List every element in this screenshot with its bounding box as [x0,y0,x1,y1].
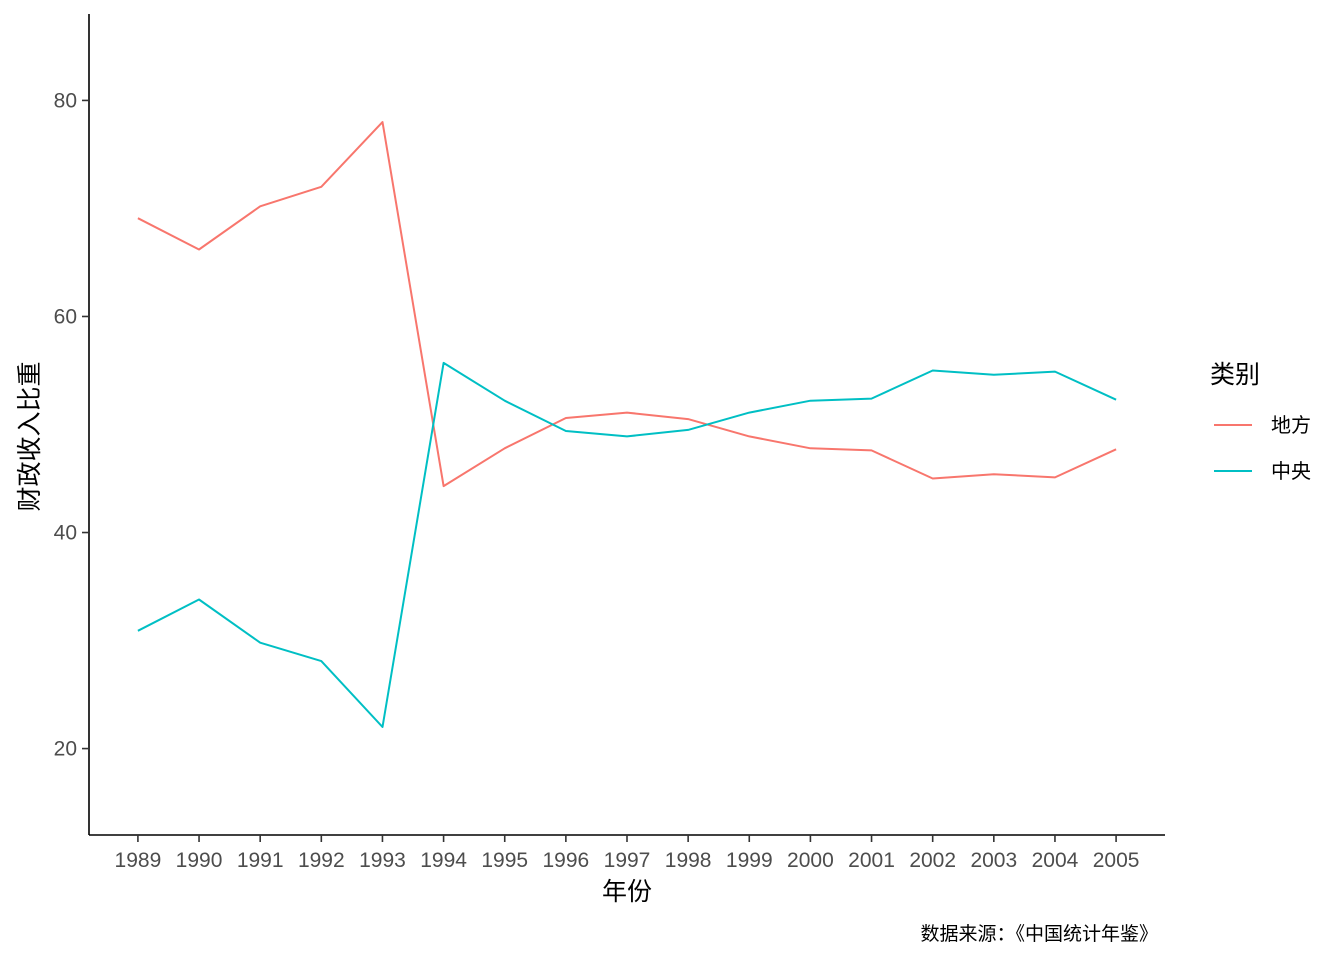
series-line-1 [137,361,1117,728]
x-tick-label: 1992 [298,849,345,872]
y-tick-label: 20 [54,738,77,761]
x-tick-label: 2002 [909,849,956,872]
source-caption: 数据来源：《中国统计年鉴》 [920,923,1158,945]
x-tick-label: 1989 [115,849,162,872]
y-tick-label: 40 [54,522,77,545]
y-tick-label: 60 [54,305,77,328]
y-tick-label: 80 [54,89,77,112]
axes [88,14,1165,836]
x-tick-label: 1993 [359,849,406,872]
legend-label-1: 中央 [1271,459,1311,483]
x-tick-label: 1991 [237,849,284,872]
x-tick-label: 2000 [787,849,834,872]
x-tick-label: 1995 [481,849,528,872]
series-layer [137,121,1117,728]
x-axis-ticks: 1989 1990 1991 1992 1993 1994 1995 1996 1997 1998… [115,835,1140,872]
x-tick-label: 1996 [543,849,590,872]
x-tick-label: 2004 [1032,849,1079,872]
x-tick-label: 1999 [726,849,773,872]
x-tick-label: 2001 [848,849,895,872]
x-tick-label: 1994 [420,849,467,872]
x-tick-label: 1990 [176,849,223,872]
x-tick-label: 1998 [665,849,712,872]
legend-label-0: 地方 [1271,413,1311,437]
x-tick-label: 2003 [970,849,1017,872]
legend-title: 类别 [1210,360,1260,389]
series-line-0 [137,121,1117,488]
y-axis-title: 财政收入比重 [15,361,44,511]
y-axis-ticks: 20 40 60 80 [54,89,89,761]
x-tick-label: 2005 [1093,849,1140,872]
x-axis-title: 年份 [602,877,652,906]
x-tick-label: 1997 [604,849,651,872]
